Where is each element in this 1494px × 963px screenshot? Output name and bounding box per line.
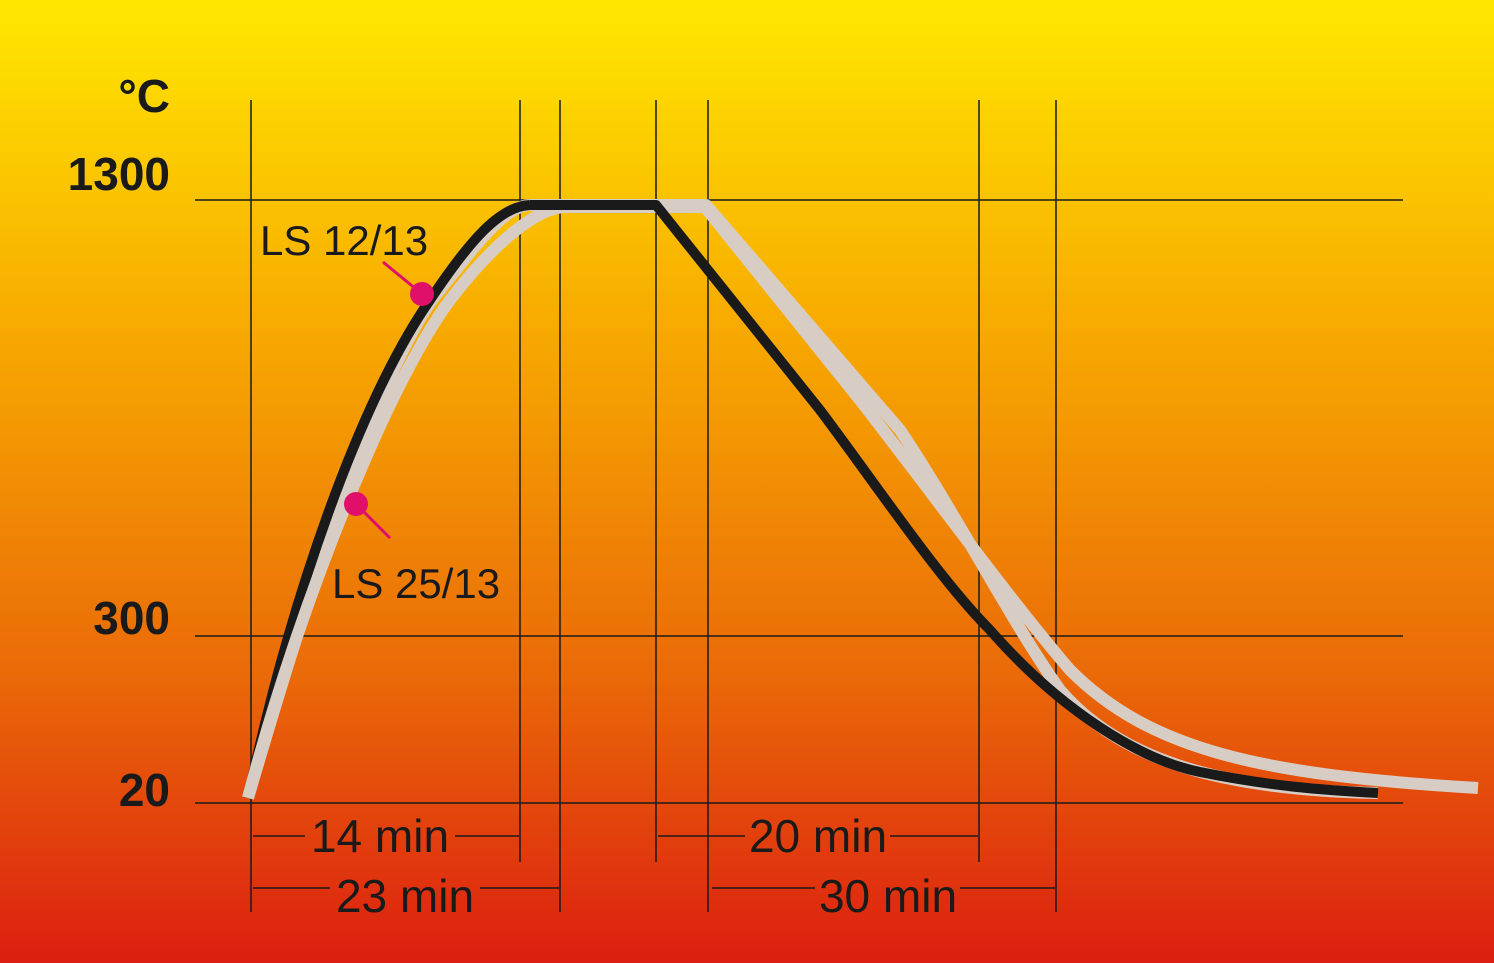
marker [344, 492, 368, 516]
grid [195, 100, 1403, 912]
duration-label: 20 min [749, 810, 887, 862]
duration-label: 23 min [336, 870, 474, 922]
axis-unit: °C [118, 70, 170, 122]
duration-label: 30 min [819, 870, 957, 922]
curve-ls25-line [242, 201, 1479, 800]
curve-label: LS 12/13 [260, 217, 428, 264]
curve-ls12-fall [530, 200, 1379, 798]
curve-ls12-rise [243, 200, 531, 800]
axis-label: 20 [119, 764, 170, 816]
duration-brackets [253, 835, 1055, 889]
marker [410, 282, 434, 306]
axis-label: 300 [93, 592, 170, 644]
curve-label: LS 25/13 [332, 560, 500, 607]
axis-label: 1300 [68, 148, 170, 200]
duration-label: 14 min [311, 810, 449, 862]
